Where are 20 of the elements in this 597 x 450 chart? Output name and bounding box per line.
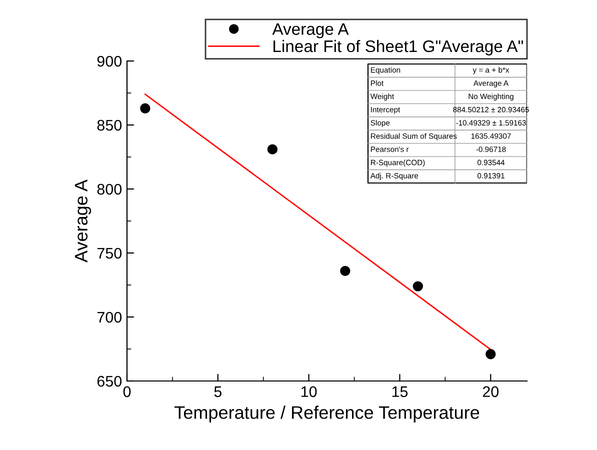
y-tick-label: 900 bbox=[97, 56, 122, 67]
point bbox=[140, 103, 150, 114]
y-tick-label: 650 bbox=[97, 376, 122, 387]
y-tick-label: 850 bbox=[97, 120, 122, 131]
y-tick-label: 700 bbox=[97, 312, 122, 323]
legend-label: Average A bbox=[272, 23, 349, 38]
point bbox=[486, 349, 496, 360]
point bbox=[267, 144, 278, 154]
x-tick-label: 20 bbox=[482, 386, 499, 398]
x-tick-label: 5 bbox=[214, 386, 222, 398]
y-axis-title: Average A bbox=[74, 180, 92, 262]
y-tick-label: 750 bbox=[97, 248, 122, 259]
x-tick-label: 0 bbox=[123, 386, 131, 398]
x-tick-label: 15 bbox=[392, 386, 408, 398]
y-tick-label: 800 bbox=[97, 184, 122, 195]
legend-label: Linear Fit of Sheet1 G"Average A" bbox=[274, 40, 523, 56]
point bbox=[412, 281, 423, 292]
point bbox=[340, 266, 350, 276]
x-axis-title: Temperature / Reference Temperature bbox=[174, 406, 480, 422]
x-tick-label: 10 bbox=[301, 386, 317, 398]
